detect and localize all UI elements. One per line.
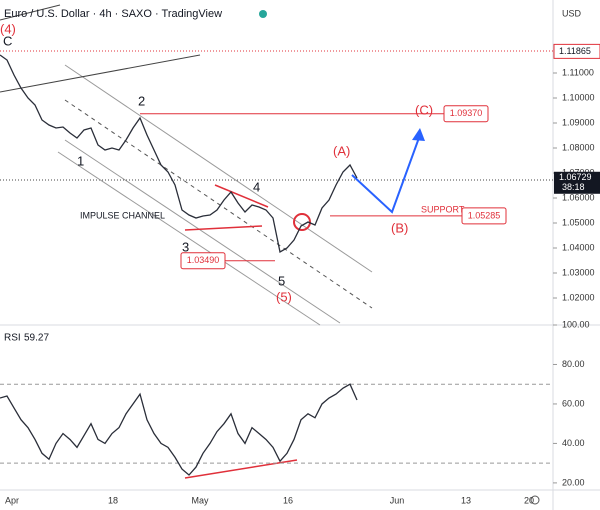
projection-arrow xyxy=(351,134,421,214)
y-tick-label: 100.00 xyxy=(562,319,590,329)
wave-label: (A) xyxy=(333,143,350,158)
price-box xyxy=(443,105,489,123)
arrow-head xyxy=(412,128,425,141)
support-label: SUPPORT xyxy=(421,204,465,214)
price-axis xyxy=(553,0,600,510)
trend-line xyxy=(0,54,201,93)
series-line xyxy=(0,54,358,254)
x-tick-label: Jun xyxy=(390,495,405,505)
y-tick-label: 1.09000 xyxy=(562,117,595,127)
y-tick-label: 1.08000 xyxy=(562,142,595,152)
countdown: 38:18 xyxy=(562,182,585,192)
y-tick-label: 40.00 xyxy=(562,438,585,448)
channel-label: IMPULSE CHANNEL xyxy=(80,210,165,220)
level-box xyxy=(553,43,600,59)
last-price-label: 1.06729 xyxy=(559,172,592,182)
currency: USD xyxy=(562,8,582,18)
last-price-box xyxy=(554,171,600,194)
channel-line xyxy=(64,99,373,309)
status-dot xyxy=(259,10,267,18)
y-tick-label: 1.02000 xyxy=(562,292,595,302)
rsi-value: 59.27 xyxy=(24,333,49,344)
rsi-title: RSI xyxy=(4,333,21,344)
wave-label: (4) xyxy=(0,21,16,36)
level-label: 1.11865 xyxy=(559,46,591,56)
x-tick-label: 16 xyxy=(283,495,293,505)
wave-label: 5 xyxy=(278,273,285,288)
wave-label: 1 xyxy=(77,153,84,168)
x-tick-label: 18 xyxy=(108,495,118,505)
price-box xyxy=(461,207,507,225)
price-box-label: 1.05285 xyxy=(468,210,501,220)
wave-label: C xyxy=(3,33,12,48)
y-tick-label: 20.00 xyxy=(562,477,585,487)
y-tick-label: 1.10000 xyxy=(562,92,595,102)
wave-label: (C) xyxy=(415,102,433,117)
plot xyxy=(0,54,553,476)
divergence-line xyxy=(214,184,269,208)
divergence-line xyxy=(184,225,263,231)
channel-line xyxy=(57,151,321,326)
wave-label: (5) xyxy=(276,289,292,304)
y-tick-label: 1.11000 xyxy=(562,67,594,77)
y-tick-label: 60.00 xyxy=(562,398,585,408)
x-tick-label: 13 xyxy=(461,495,471,505)
x-tick-label: Apr xyxy=(5,495,19,505)
x-tick-label: 20 xyxy=(524,495,534,505)
x-tick-label: May xyxy=(191,495,209,505)
channel-line xyxy=(64,64,373,273)
wave-label: 4 xyxy=(253,179,260,194)
wave-label: (B) xyxy=(391,220,408,235)
y-tick-label: 1.06000 xyxy=(562,192,595,202)
wave-label: 2 xyxy=(138,93,145,108)
wave-label: 3 xyxy=(182,239,189,254)
channel-line xyxy=(64,139,341,324)
price-box-label: 1.09370 xyxy=(450,108,483,118)
y-tick-label: 1.04000 xyxy=(562,242,595,252)
y-tick-label: 80.00 xyxy=(562,359,585,369)
chart-header: Euro / U.S. Dollar · 4h · SAXO · Trading… xyxy=(4,8,222,20)
trend-line xyxy=(0,4,61,21)
price-box xyxy=(180,252,226,270)
rsi-divergence-line xyxy=(184,459,298,479)
y-tick-label: 1.05000 xyxy=(562,217,595,227)
price-box-label: 1.03490 xyxy=(187,255,220,265)
y-tick-label: 1.03000 xyxy=(562,267,595,277)
breakout-circle xyxy=(293,213,311,231)
settings-icon[interactable] xyxy=(530,495,540,505)
series-line xyxy=(0,383,358,476)
